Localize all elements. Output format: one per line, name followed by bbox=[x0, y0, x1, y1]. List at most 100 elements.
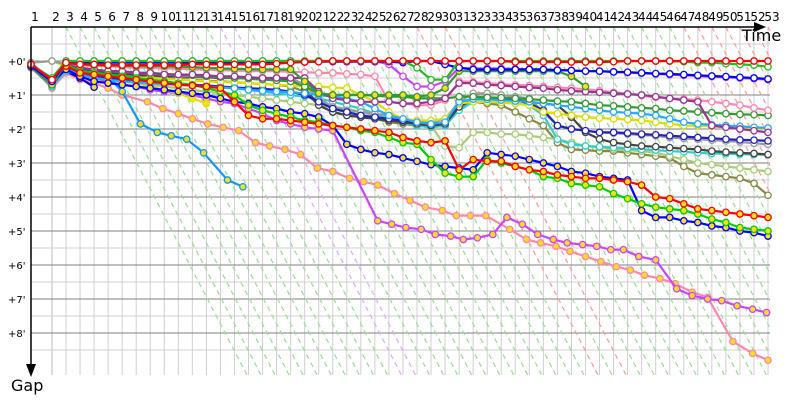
data-point bbox=[371, 72, 379, 81]
data-point bbox=[748, 305, 757, 314]
data-point bbox=[503, 213, 511, 222]
data-point bbox=[764, 191, 772, 200]
data-point bbox=[637, 57, 646, 65]
data-point bbox=[764, 227, 772, 235]
data-point bbox=[525, 155, 534, 164]
data-point bbox=[736, 110, 744, 119]
data-point bbox=[427, 155, 435, 164]
data-point bbox=[679, 57, 688, 65]
data-point bbox=[244, 111, 253, 120]
data-point bbox=[511, 65, 520, 74]
y-tick-label: +4' bbox=[8, 193, 26, 204]
x-tick-label: 46 bbox=[666, 10, 681, 24]
data-point bbox=[118, 61, 127, 69]
data-point bbox=[651, 193, 660, 201]
data-point bbox=[216, 60, 225, 69]
data-point bbox=[637, 142, 646, 150]
data-point bbox=[679, 96, 688, 104]
data-point bbox=[356, 97, 365, 106]
data-point bbox=[244, 101, 253, 110]
data-point bbox=[595, 101, 604, 110]
data-point bbox=[539, 108, 548, 116]
data-point bbox=[413, 157, 421, 166]
data-point bbox=[497, 81, 506, 90]
data-point bbox=[427, 75, 435, 84]
data-point bbox=[328, 69, 337, 77]
y-axis-arrow-icon bbox=[26, 364, 36, 377]
x-tick-label: 45 bbox=[652, 10, 667, 24]
x-tick-label: 52 bbox=[750, 10, 765, 24]
data-point bbox=[371, 57, 379, 65]
data-point bbox=[244, 86, 253, 94]
x-tick-label: 36 bbox=[526, 10, 541, 24]
data-point bbox=[188, 114, 197, 123]
data-point bbox=[707, 57, 716, 65]
data-point bbox=[160, 86, 169, 94]
data-point bbox=[143, 97, 152, 106]
data-point bbox=[342, 91, 351, 99]
data-point bbox=[722, 99, 730, 108]
data-point bbox=[626, 266, 635, 274]
data-point bbox=[441, 84, 449, 93]
data-point bbox=[251, 138, 260, 147]
x-tick-label: 32 bbox=[470, 10, 485, 24]
data-point bbox=[750, 165, 758, 174]
data-point bbox=[160, 70, 169, 79]
lapping-line bbox=[725, 26, 771, 113]
data-point bbox=[665, 143, 674, 152]
data-point bbox=[679, 70, 688, 79]
data-point bbox=[595, 128, 604, 137]
data-point bbox=[272, 87, 281, 96]
data-point bbox=[595, 67, 604, 76]
data-point bbox=[623, 177, 632, 186]
data-point bbox=[413, 63, 421, 72]
data-point bbox=[413, 92, 421, 101]
data-point bbox=[216, 72, 225, 81]
data-point bbox=[146, 61, 155, 69]
data-point bbox=[202, 99, 211, 108]
data-point bbox=[511, 162, 520, 171]
data-point bbox=[595, 88, 604, 97]
data-point bbox=[693, 97, 702, 106]
data-point bbox=[511, 108, 520, 116]
x-tick-label: 39 bbox=[568, 10, 583, 24]
data-point bbox=[539, 84, 548, 93]
data-point bbox=[272, 96, 281, 104]
data-point bbox=[399, 154, 407, 162]
data-point bbox=[300, 89, 309, 98]
data-point bbox=[750, 104, 758, 112]
data-point bbox=[421, 203, 430, 212]
data-point bbox=[272, 59, 281, 68]
data-point bbox=[146, 69, 155, 77]
data-point bbox=[581, 113, 590, 121]
x-tick-label: 50 bbox=[722, 10, 737, 24]
data-point bbox=[722, 162, 730, 171]
data-point bbox=[679, 107, 688, 115]
data-point bbox=[651, 256, 660, 264]
y-tick-label: +6' bbox=[8, 261, 26, 272]
lapping-line bbox=[683, 26, 771, 194]
data-point bbox=[567, 140, 576, 149]
data-point bbox=[764, 213, 772, 222]
data-point bbox=[581, 67, 590, 76]
data-point bbox=[199, 148, 208, 157]
data-point bbox=[104, 79, 112, 87]
data-point bbox=[511, 58, 520, 66]
data-point bbox=[581, 252, 590, 261]
data-point bbox=[441, 57, 449, 65]
data-point bbox=[244, 60, 253, 69]
data-point bbox=[567, 66, 576, 75]
x-tick-label: 25 bbox=[371, 10, 386, 24]
data-point bbox=[736, 210, 744, 218]
data-point bbox=[300, 77, 309, 86]
data-point bbox=[373, 216, 382, 225]
data-point bbox=[525, 83, 534, 92]
data-point bbox=[567, 97, 576, 106]
data-point bbox=[693, 159, 702, 167]
data-point bbox=[693, 205, 702, 213]
data-point bbox=[707, 215, 716, 223]
lapping-line bbox=[346, 26, 529, 376]
data-point bbox=[314, 69, 323, 77]
data-point bbox=[736, 174, 744, 183]
data-point bbox=[296, 150, 305, 159]
